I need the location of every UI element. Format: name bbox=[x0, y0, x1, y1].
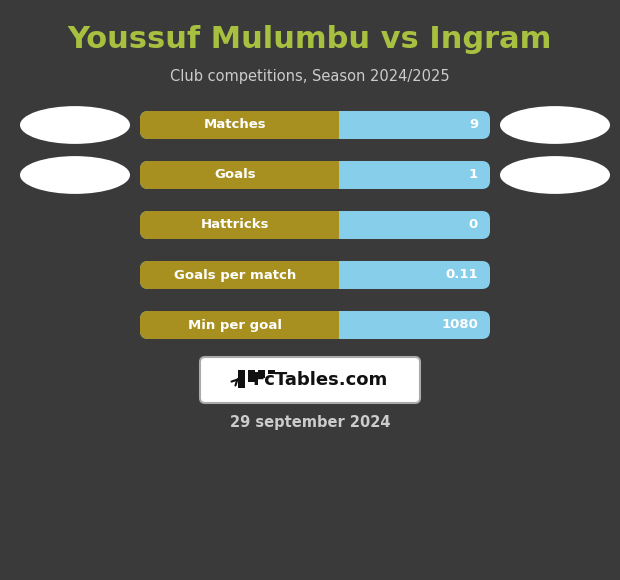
Text: 0.11: 0.11 bbox=[445, 269, 478, 281]
FancyBboxPatch shape bbox=[140, 161, 339, 189]
Bar bbox=[238, 370, 245, 388]
FancyBboxPatch shape bbox=[200, 357, 420, 403]
Text: Youssuf Mulumbu vs Ingram: Youssuf Mulumbu vs Ingram bbox=[68, 26, 552, 55]
FancyBboxPatch shape bbox=[140, 311, 339, 339]
Bar bbox=[330, 311, 339, 339]
FancyBboxPatch shape bbox=[140, 211, 490, 239]
FancyBboxPatch shape bbox=[140, 261, 339, 289]
Ellipse shape bbox=[20, 106, 130, 144]
Text: 1080: 1080 bbox=[441, 318, 478, 332]
FancyBboxPatch shape bbox=[140, 111, 339, 139]
Text: 29 september 2024: 29 september 2024 bbox=[230, 415, 390, 430]
Bar bbox=[330, 211, 339, 239]
Text: Hattricks: Hattricks bbox=[201, 219, 270, 231]
FancyBboxPatch shape bbox=[140, 111, 490, 139]
Text: FcTables.com: FcTables.com bbox=[252, 371, 388, 389]
Text: 0: 0 bbox=[469, 219, 478, 231]
Text: Club competitions, Season 2024/2025: Club competitions, Season 2024/2025 bbox=[170, 70, 450, 85]
Text: Matches: Matches bbox=[204, 118, 267, 132]
Text: Min per goal: Min per goal bbox=[188, 318, 282, 332]
Bar bbox=[330, 261, 339, 289]
Text: Goals per match: Goals per match bbox=[174, 269, 296, 281]
Text: 1: 1 bbox=[469, 169, 478, 182]
Text: Goals: Goals bbox=[215, 169, 256, 182]
Bar bbox=[248, 370, 255, 382]
FancyBboxPatch shape bbox=[140, 261, 490, 289]
Bar bbox=[258, 370, 265, 378]
Bar bbox=[330, 161, 339, 189]
FancyBboxPatch shape bbox=[140, 211, 339, 239]
Ellipse shape bbox=[500, 106, 610, 144]
FancyBboxPatch shape bbox=[140, 311, 490, 339]
Ellipse shape bbox=[20, 156, 130, 194]
Bar bbox=[268, 370, 275, 374]
Ellipse shape bbox=[500, 156, 610, 194]
Text: 9: 9 bbox=[469, 118, 478, 132]
Bar bbox=[330, 111, 339, 139]
FancyBboxPatch shape bbox=[140, 161, 490, 189]
